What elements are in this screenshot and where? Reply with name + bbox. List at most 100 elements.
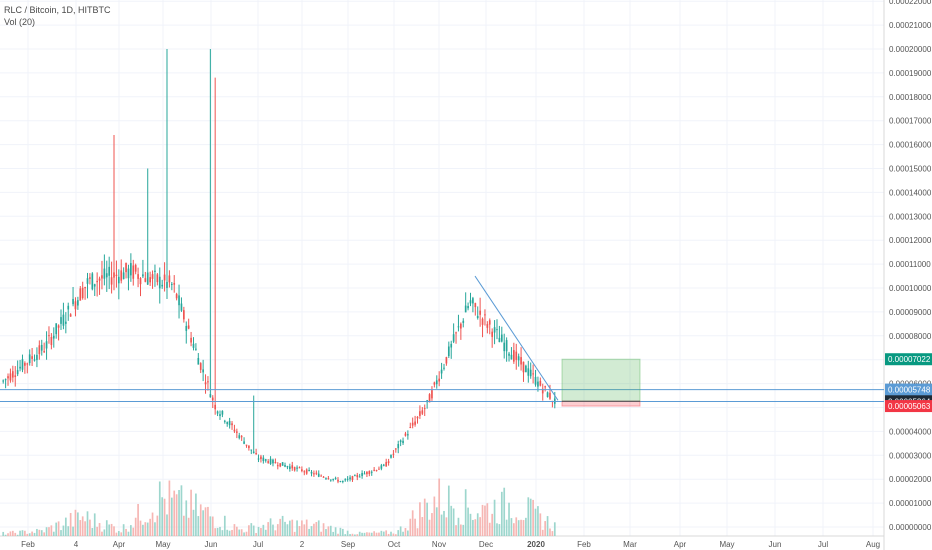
volume-bar (537, 506, 539, 536)
trendline[interactable] (474, 275, 559, 401)
x-tick-label: Feb (577, 540, 591, 549)
volume-bar (209, 516, 212, 536)
volume-bar (534, 508, 537, 536)
volume-bar (267, 522, 270, 536)
candle-body (125, 263, 127, 273)
volume-bar (443, 510, 445, 536)
candle-body (248, 445, 250, 449)
volume-bar (134, 517, 137, 536)
y-tick-label: 0.00009000 (889, 308, 932, 317)
candle-body (399, 440, 402, 443)
candle-body (151, 274, 154, 279)
volume-bar (231, 529, 233, 536)
candle-body (288, 466, 291, 469)
candle-body (158, 276, 161, 289)
volume-bar (202, 510, 204, 536)
volume-bar (293, 531, 296, 536)
candle-body (329, 479, 332, 481)
candle-body (137, 274, 139, 279)
volume-bar (221, 530, 224, 536)
volume-bar (255, 532, 257, 536)
x-tick-label: May (155, 540, 170, 549)
position-stop-zone[interactable] (561, 400, 641, 407)
volume-bar (329, 525, 332, 536)
volume-bar (313, 523, 315, 536)
candle-body (445, 357, 448, 364)
candle-body (346, 478, 349, 480)
candle-body (467, 306, 469, 309)
candle-body (98, 278, 101, 281)
volume-bar (332, 531, 335, 536)
candle-body (240, 436, 243, 438)
candle-body (209, 394, 212, 398)
volume-bar (503, 487, 506, 536)
volume-bar (170, 497, 173, 536)
position-target-zone[interactable] (561, 358, 641, 402)
volume-bar (341, 528, 344, 536)
candle-body (197, 357, 200, 365)
volume-indicator-label[interactable]: Vol (20) (4, 17, 36, 27)
candle-body (231, 423, 233, 426)
candle-body (187, 325, 190, 329)
x-tick-label: Jul (253, 540, 263, 549)
volume-bar (423, 498, 426, 536)
candle-body (103, 268, 106, 279)
y-tick-label: 0.00002000 (889, 475, 932, 484)
candle-body (491, 331, 494, 337)
volume-bar (43, 532, 45, 536)
candle-body (344, 479, 347, 481)
volume-bar (132, 527, 135, 536)
candle-body (305, 469, 308, 474)
y-tick-label: 0.00022000 (889, 0, 932, 6)
candle-body (122, 272, 125, 280)
y-tick-label: 0.00004000 (889, 427, 932, 436)
volume-bar (407, 530, 409, 536)
candle-body (226, 422, 229, 424)
volume-bar (28, 533, 31, 536)
candle-body (510, 354, 513, 360)
candle-body (120, 270, 123, 281)
candle-body (267, 461, 270, 463)
price-badge (885, 353, 932, 366)
volume-bar (532, 499, 534, 536)
volume-bar (233, 524, 236, 536)
volume-bar (339, 527, 342, 536)
volume-bar (187, 517, 190, 536)
candle-body (238, 435, 241, 439)
x-tick-label: Oct (388, 540, 401, 549)
volume-bar (98, 523, 101, 536)
candle-body (108, 266, 111, 276)
candle-body (481, 318, 484, 325)
volume-bar (81, 516, 84, 536)
candle-body (322, 476, 325, 478)
volume-bar (344, 534, 347, 536)
candle-body (315, 472, 318, 474)
volume-bar (541, 529, 544, 536)
candle-body (257, 458, 260, 460)
candle-body (62, 314, 65, 326)
chart-title[interactable]: RLC / Bitcoin, 1D, HITBTC (4, 5, 111, 15)
volume-bar (149, 518, 151, 536)
volume-bar (269, 518, 272, 536)
volume-bar (474, 519, 477, 536)
candle-body (245, 444, 248, 446)
volume-bar (211, 516, 214, 536)
candle-body (411, 422, 414, 426)
volume-bar (175, 494, 178, 536)
candle-body (24, 362, 26, 366)
candle-body (264, 459, 267, 461)
candle-body (496, 329, 498, 331)
volume-bar (529, 498, 532, 536)
candle-body (11, 371, 14, 378)
candle-body (337, 479, 339, 482)
volume-bar (77, 512, 79, 536)
candle-body (14, 375, 17, 377)
candle-body (183, 310, 185, 320)
volume-bar (438, 478, 441, 536)
y-tick-label: 0.00020000 (889, 45, 932, 54)
volume-bar (281, 515, 284, 536)
y-tick-label: 0.00015000 (889, 165, 932, 174)
candle-body (72, 298, 74, 305)
volume-bar (517, 520, 520, 536)
